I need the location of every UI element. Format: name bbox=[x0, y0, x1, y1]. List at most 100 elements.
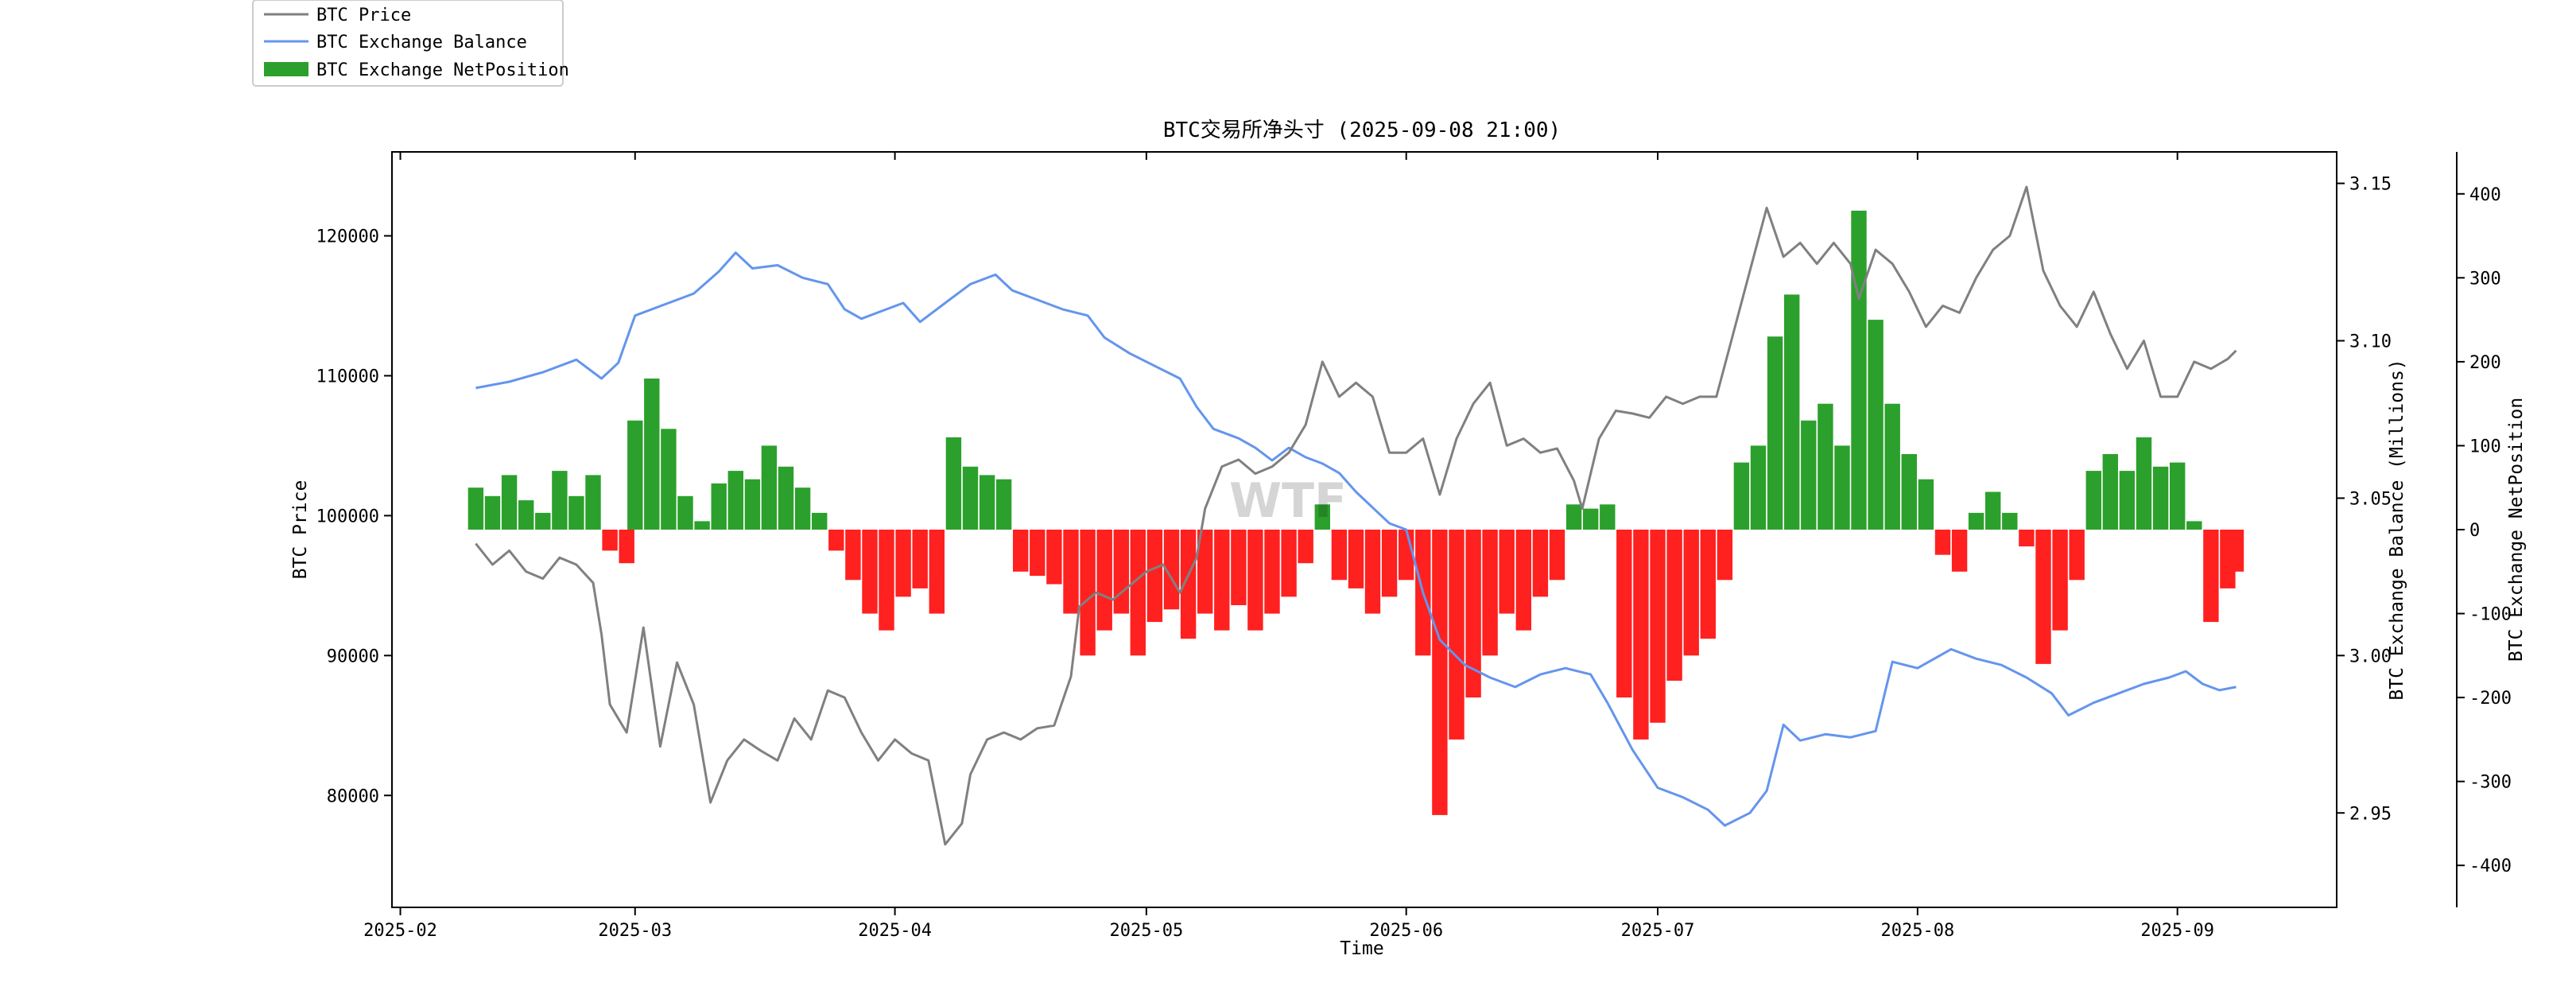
netposition-bar bbox=[2085, 471, 2101, 530]
netposition-bar bbox=[1432, 530, 1448, 815]
chart-title: BTC交易所净头寸 (2025-09-08 21:00) bbox=[1163, 118, 1561, 142]
y-tick-label-balance: 3.15 bbox=[2349, 175, 2392, 195]
netposition-bar bbox=[1348, 530, 1364, 588]
netposition-bar bbox=[1851, 210, 1867, 530]
y-tick-label-price: 120000 bbox=[316, 227, 379, 247]
netposition-bar bbox=[1784, 294, 1800, 530]
netposition-bar bbox=[2069, 530, 2085, 581]
netposition-bar bbox=[1633, 530, 1649, 740]
x-tick-label: 2025-04 bbox=[858, 921, 932, 941]
netposition-bar bbox=[778, 466, 794, 530]
price-line bbox=[475, 185, 2237, 846]
netposition-bar bbox=[1834, 445, 1850, 530]
y-tick-label-price: 90000 bbox=[327, 647, 379, 666]
netposition-bar bbox=[1314, 504, 1330, 530]
y-tick-label-netposition: -300 bbox=[2469, 773, 2512, 793]
netposition-bar bbox=[1113, 530, 1129, 614]
plot-area bbox=[467, 185, 2244, 846]
netposition-bar bbox=[627, 420, 643, 530]
y-tick-label-netposition: -200 bbox=[2469, 689, 2512, 709]
netposition-bar bbox=[929, 530, 945, 614]
y-tick-label-balance: 3.10 bbox=[2349, 332, 2392, 352]
y-tick-label-balance: 3.00 bbox=[2349, 647, 2392, 666]
y-axis-price: 80000 90000 100000 110000 120000 bbox=[316, 227, 392, 806]
y-axis-netposition: -400 -300 -200 -100 0 100 200 300 400 bbox=[2456, 152, 2512, 907]
netposition-bar bbox=[1180, 530, 1197, 639]
netposition-bar bbox=[1532, 530, 1549, 597]
netposition-bar bbox=[1013, 530, 1029, 572]
netposition-bar bbox=[828, 530, 844, 551]
y-axis-title-balance: BTC Exchange Balance (Millions) bbox=[2387, 359, 2407, 700]
netposition-bar bbox=[1163, 530, 1180, 610]
netposition-bar bbox=[1465, 530, 1481, 698]
netposition-bar bbox=[518, 500, 534, 530]
netposition-bar bbox=[1499, 530, 1515, 614]
legend-label-price: BTC Price bbox=[316, 6, 411, 25]
netposition-bar bbox=[2152, 466, 2169, 530]
netposition-bar bbox=[644, 379, 660, 530]
netposition-bar bbox=[484, 495, 501, 530]
netposition-bar bbox=[694, 521, 710, 530]
netposition-bar bbox=[1733, 462, 1750, 530]
y-tick-label-price: 80000 bbox=[327, 786, 379, 806]
netposition-bar bbox=[1264, 530, 1280, 614]
netposition-bar bbox=[2136, 437, 2152, 530]
netposition-bar bbox=[568, 495, 584, 530]
netposition-bar bbox=[979, 475, 995, 530]
watermark: WTF bbox=[1229, 473, 1347, 529]
x-tick-label: 2025-05 bbox=[1110, 921, 1184, 941]
netposition-bar bbox=[1934, 530, 1951, 555]
netposition-bar bbox=[1214, 530, 1230, 631]
netposition-bar bbox=[744, 479, 761, 530]
netposition-bar bbox=[945, 437, 962, 530]
netposition-bar bbox=[1600, 504, 1616, 530]
netposition-bar bbox=[677, 495, 693, 530]
netposition-bar bbox=[1331, 530, 1348, 581]
netposition-bar bbox=[2052, 530, 2068, 631]
netposition-bar bbox=[1700, 530, 1716, 639]
x-axis-title: Time bbox=[1340, 938, 1383, 959]
netposition-bar bbox=[1985, 491, 2001, 530]
legend: BTC Price BTC Exchange Balance BTC Excha… bbox=[252, 0, 569, 87]
y-tick-label-balance: 2.95 bbox=[2349, 804, 2392, 824]
y-tick-label-netposition: -400 bbox=[2469, 856, 2512, 876]
y-tick-label-balance: 3.05 bbox=[2349, 489, 2392, 509]
netposition-bar bbox=[1750, 445, 1767, 530]
netposition-bar bbox=[1951, 530, 1968, 572]
y-axis-title-price: BTC Price bbox=[290, 480, 311, 580]
x-tick-label: 2025-07 bbox=[1621, 921, 1695, 941]
netposition-bar bbox=[1231, 530, 1247, 605]
x-tick-label: 2025-08 bbox=[1880, 921, 1954, 941]
x-tick-label: 2025-03 bbox=[598, 921, 672, 941]
netposition-bar bbox=[619, 530, 634, 564]
legend-label-netposition: BTC Exchange NetPosition bbox=[316, 60, 569, 80]
netposition-bar bbox=[1281, 530, 1297, 597]
netposition-bar bbox=[552, 471, 568, 530]
netposition-bar bbox=[602, 530, 618, 551]
netposition-bar bbox=[535, 512, 551, 530]
netposition-bar bbox=[585, 475, 601, 530]
netposition-bar bbox=[761, 445, 778, 530]
netposition-bar bbox=[1918, 479, 1934, 530]
netposition-bar bbox=[1666, 530, 1682, 681]
netposition-bar bbox=[467, 487, 484, 530]
y-tick-label-price: 110000 bbox=[316, 367, 379, 386]
netposition-bar bbox=[1146, 530, 1163, 623]
netposition-bar bbox=[1901, 454, 1917, 530]
netposition-bar bbox=[2019, 530, 2035, 547]
y-tick-label-netposition: 0 bbox=[2469, 521, 2480, 541]
netposition-bar bbox=[2228, 530, 2244, 572]
netposition-bar bbox=[2035, 530, 2051, 664]
netposition-bar bbox=[1583, 508, 1599, 530]
netposition-bar bbox=[1399, 530, 1414, 581]
netposition-bar bbox=[1801, 420, 1817, 530]
netposition-bar bbox=[501, 475, 518, 530]
netposition-bar bbox=[962, 466, 979, 530]
y-tick-label-netposition: 100 bbox=[2469, 437, 2501, 456]
netposition-bar bbox=[1046, 530, 1062, 584]
netposition-bar bbox=[862, 530, 878, 614]
y-tick-label-netposition: 200 bbox=[2469, 353, 2501, 373]
netposition-bar bbox=[845, 530, 861, 581]
netposition-bar bbox=[1968, 512, 1984, 530]
